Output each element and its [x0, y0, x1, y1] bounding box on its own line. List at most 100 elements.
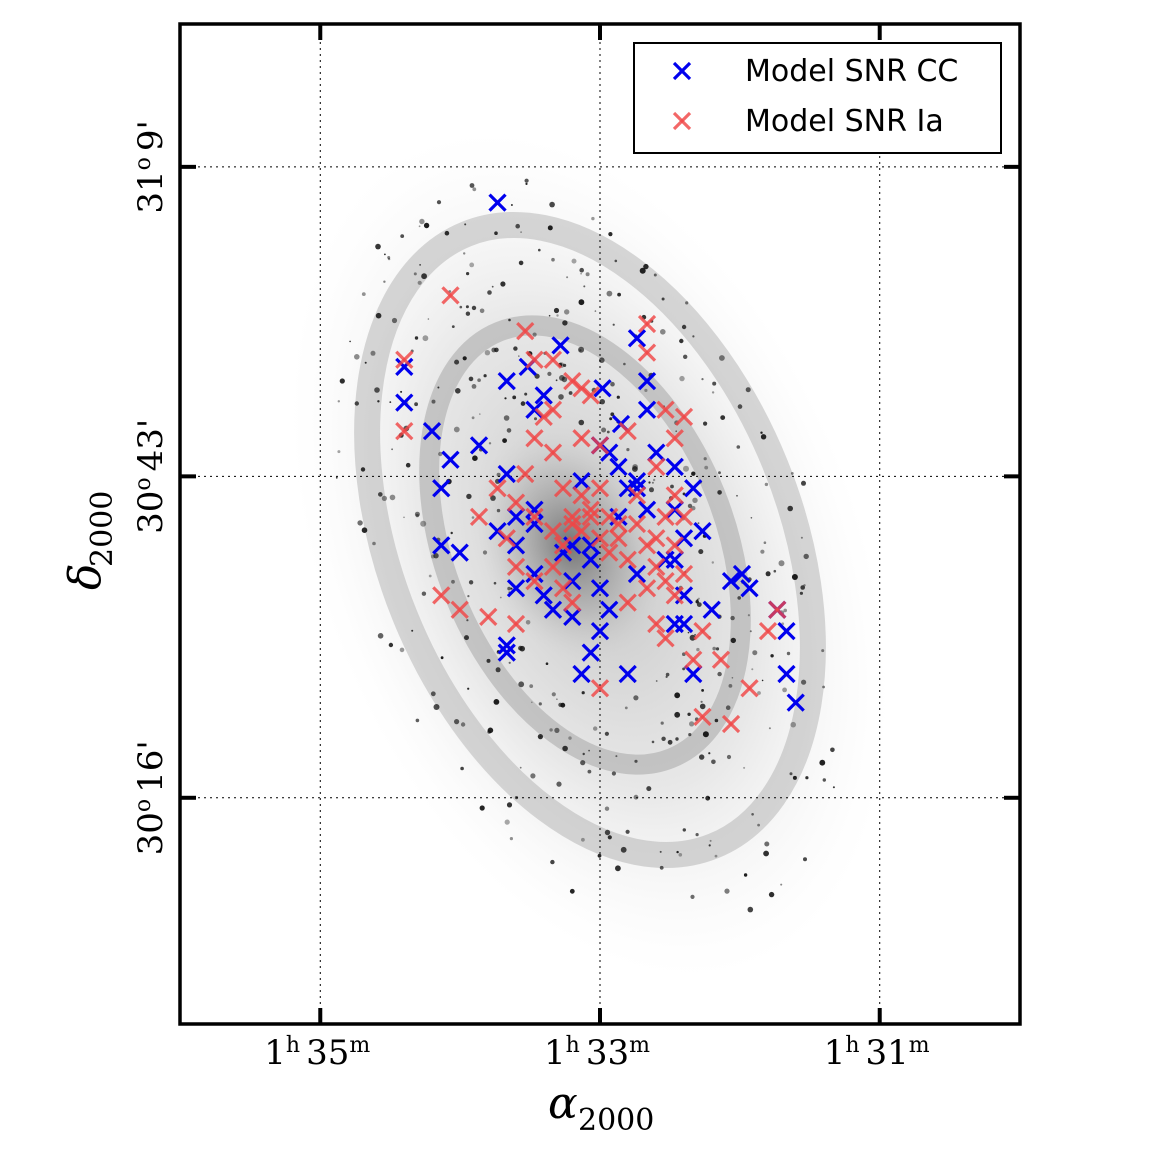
- data-point: [777, 664, 796, 684]
- data-point: [674, 407, 694, 426]
- data-point: [665, 536, 684, 555]
- galaxy-star: [694, 633, 696, 636]
- galaxy-star: [697, 597, 700, 600]
- data-point: [553, 479, 573, 498]
- galaxy-star: [633, 794, 639, 800]
- galaxy-star: [782, 687, 787, 693]
- galaxy-star: [652, 478, 656, 482]
- galaxy-star: [764, 482, 769, 487]
- galaxy-star: [731, 677, 734, 679]
- data-point: [563, 593, 582, 612]
- galaxy-star: [419, 264, 421, 266]
- data-point: [572, 486, 591, 505]
- galaxy-star: [427, 318, 430, 320]
- galaxy-star: [687, 503, 693, 509]
- data-point: [647, 614, 666, 634]
- galaxy-star: [423, 222, 430, 229]
- galaxy-star: [437, 386, 440, 389]
- galaxy-star: [773, 569, 777, 573]
- galaxy-star: [582, 752, 585, 756]
- y-tick-label: 30o43': [131, 419, 171, 534]
- galaxy-star: [430, 691, 436, 697]
- galaxy-star: [520, 401, 526, 406]
- galaxy-star: [549, 201, 555, 208]
- galaxy-star: [583, 285, 586, 288]
- galaxy-star: [421, 591, 427, 596]
- galaxy-star: [403, 516, 405, 519]
- galaxy-star: [354, 354, 360, 360]
- galaxy-star: [337, 450, 341, 454]
- data-point: [395, 393, 414, 412]
- data-point: [534, 586, 553, 605]
- galaxy-star: [757, 823, 760, 827]
- data-point: [590, 529, 610, 548]
- galaxy-star: [547, 225, 553, 231]
- galaxy-star: [667, 739, 673, 745]
- galaxy-star: [786, 651, 791, 656]
- galaxy-star: [760, 434, 767, 440]
- galaxy-star: [569, 888, 575, 894]
- galaxy-star: [469, 262, 475, 268]
- galaxy-star: [634, 759, 638, 763]
- data-point: [656, 507, 675, 526]
- galaxy-star: [736, 494, 738, 497]
- data-point: [786, 693, 805, 712]
- galaxy-star: [789, 772, 793, 776]
- data-point: [488, 479, 507, 498]
- galaxy-star: [660, 329, 666, 335]
- data-point: [627, 329, 647, 348]
- data-point: [627, 486, 647, 505]
- galaxy-star: [568, 391, 573, 395]
- galaxy-star: [477, 378, 481, 383]
- data-point: [684, 664, 703, 684]
- galaxy-star: [604, 806, 610, 811]
- galaxy-star: [465, 311, 471, 316]
- galaxy-star: [674, 711, 681, 718]
- galaxy-star: [679, 375, 685, 382]
- data-point: [543, 443, 563, 462]
- galaxy-star: [615, 755, 618, 758]
- galaxy-star: [578, 299, 585, 306]
- data-point: [637, 400, 657, 419]
- galaxy-star: [488, 442, 492, 445]
- x-tick-label: 1h 35m: [264, 1033, 370, 1073]
- galaxy-star: [405, 462, 411, 468]
- galaxy-star: [695, 600, 699, 604]
- galaxy-star: [708, 752, 711, 755]
- galaxy-star: [389, 494, 396, 501]
- y-axis-title: δ 2000: [60, 491, 120, 590]
- galaxy-star: [471, 516, 475, 519]
- galaxy-star: [466, 619, 469, 622]
- galaxy-star: [455, 388, 461, 394]
- galaxy-star: [496, 472, 501, 477]
- data-point: [506, 507, 526, 526]
- galaxy-star: [780, 883, 783, 886]
- galaxy-star: [510, 204, 513, 206]
- galaxy-star: [504, 397, 507, 400]
- galaxy-star: [524, 392, 528, 396]
- galaxy-star: [751, 668, 754, 671]
- galaxy-star: [648, 481, 651, 484]
- galaxy-star: [704, 465, 709, 470]
- galaxy-star: [495, 667, 501, 673]
- galaxy-star: [558, 394, 564, 400]
- galaxy-star: [803, 857, 807, 862]
- galaxy-star: [471, 305, 477, 311]
- data-point: [506, 614, 526, 634]
- x-tick-label: 1h 33m: [544, 1033, 650, 1073]
- data-point: [488, 193, 507, 212]
- galaxy-star: [743, 766, 746, 769]
- data-point: [543, 557, 563, 576]
- data-point: [525, 572, 544, 591]
- galaxy-star: [580, 272, 582, 275]
- galaxy-star: [609, 417, 613, 421]
- galaxy-star: [761, 679, 764, 682]
- data-point: [581, 507, 600, 526]
- galaxy-star: [747, 906, 754, 913]
- data-point: [450, 600, 469, 619]
- galaxy-star: [387, 256, 391, 259]
- galaxy-star: [554, 727, 560, 734]
- legend-marker-ia: [672, 111, 692, 131]
- galaxy-star: [606, 290, 613, 297]
- data-point: [627, 479, 647, 498]
